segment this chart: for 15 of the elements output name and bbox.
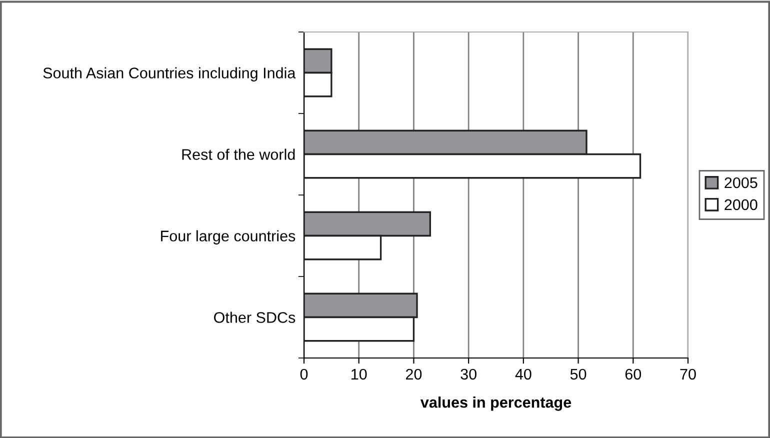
- x-tick-label: 70: [680, 368, 696, 380]
- x-tick-label: 50: [570, 368, 586, 380]
- x-axis-title: values in percentage: [420, 396, 572, 411]
- legend-label: 2005: [724, 177, 758, 188]
- x-tick-label: 20: [406, 368, 422, 380]
- y-tick-label: South Asian Countries including India: [43, 67, 296, 82]
- legend-label: 2000: [724, 199, 758, 210]
- y-tick-label: Rest of the world: [182, 148, 295, 160]
- x-tick-label: 0: [300, 368, 308, 380]
- x-tick-label: 40: [515, 368, 532, 380]
- x-tick-label: 60: [625, 368, 642, 380]
- y-tick-label: Other SDCs: [214, 312, 296, 323]
- x-tick-label: 10: [352, 368, 367, 380]
- y-tick-label: Four large countries: [161, 230, 296, 244]
- x-tick-label: 30: [460, 368, 476, 380]
